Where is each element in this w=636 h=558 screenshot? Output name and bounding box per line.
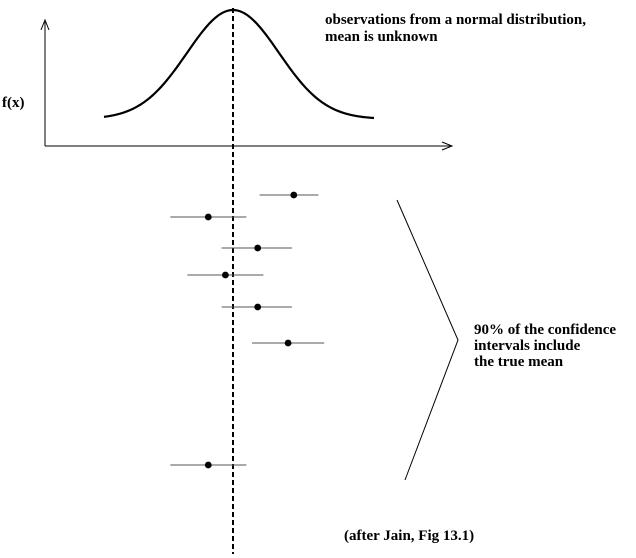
- interval-point-estimate: [204, 461, 212, 469]
- distribution-caption-line1: observations from a normal distribution,: [325, 12, 586, 28]
- x-axis-arrowhead: [441, 141, 454, 151]
- distribution-caption-line2: mean is unknown: [325, 29, 438, 45]
- interval-point-estimate: [284, 339, 292, 347]
- coverage-caption-line3: the true mean: [474, 354, 564, 370]
- normal-density-curve: [103, 8, 375, 120]
- y-axis-label: f(x): [2, 95, 25, 111]
- interval-point-estimate: [204, 213, 212, 221]
- interval-point-estimate: [290, 191, 298, 199]
- interval-point-estimate: [222, 271, 229, 279]
- coverage-brace: [396, 199, 459, 481]
- confidence-intervals: [170, 191, 325, 469]
- coverage-caption-line2: intervals include: [474, 338, 581, 354]
- interval-point-estimate: [254, 303, 262, 311]
- interval-point-estimate: [254, 244, 262, 252]
- figure-credit: (after Jain, Fig 13.1): [344, 528, 475, 544]
- coverage-caption-line1: 90% of the confidence: [474, 322, 617, 338]
- y-axis-arrowhead: [40, 18, 50, 31]
